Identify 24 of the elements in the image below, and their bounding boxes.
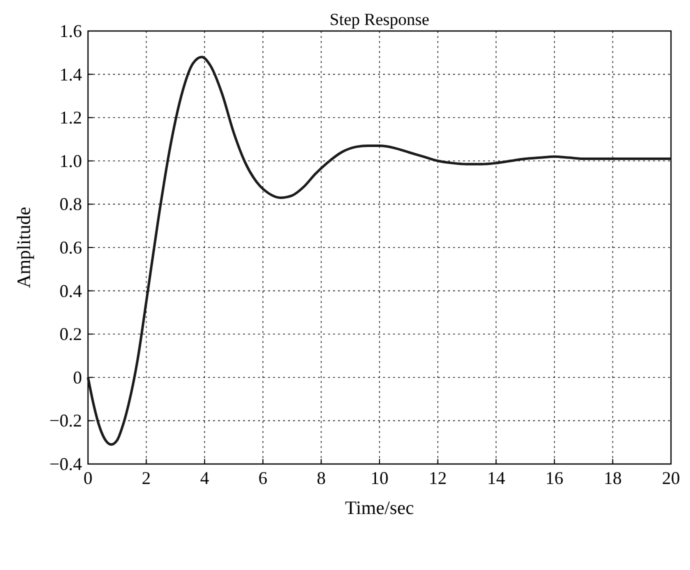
x-tick-label: 16 [545,468,564,488]
y-tick-label: 1.4 [60,64,82,84]
x-tick-label: 2 [142,468,151,488]
x-tick-label: 8 [316,468,326,488]
y-tick-label: 0.4 [60,280,82,301]
y-tick-label: 0.8 [60,194,82,214]
x-tick-label: 18 [604,468,622,488]
x-tick-label: 12 [428,468,447,488]
y-axis-title: Amplitude [14,206,35,288]
y-tick-label: −0.4 [49,454,82,474]
x-tick-label: 6 [258,468,268,488]
chart-title: Step Response [330,10,430,29]
x-tick-label: 20 [662,468,680,488]
x-tick-label: 4 [200,468,210,488]
y-tick-label: 1.6 [60,21,82,41]
y-tick-label: 1.2 [60,108,82,128]
y-tick-label: 1.0 [60,150,82,171]
y-tick-label: 0 [73,367,82,388]
y-tick-label: −0.2 [49,410,82,431]
x-tick-label: 14 [487,468,506,488]
y-tick-label: 0.2 [60,324,82,344]
x-tick-label: 10 [370,468,388,488]
x-axis-title: Time/sec [345,498,414,519]
y-tick-label: 0.6 [60,238,82,258]
